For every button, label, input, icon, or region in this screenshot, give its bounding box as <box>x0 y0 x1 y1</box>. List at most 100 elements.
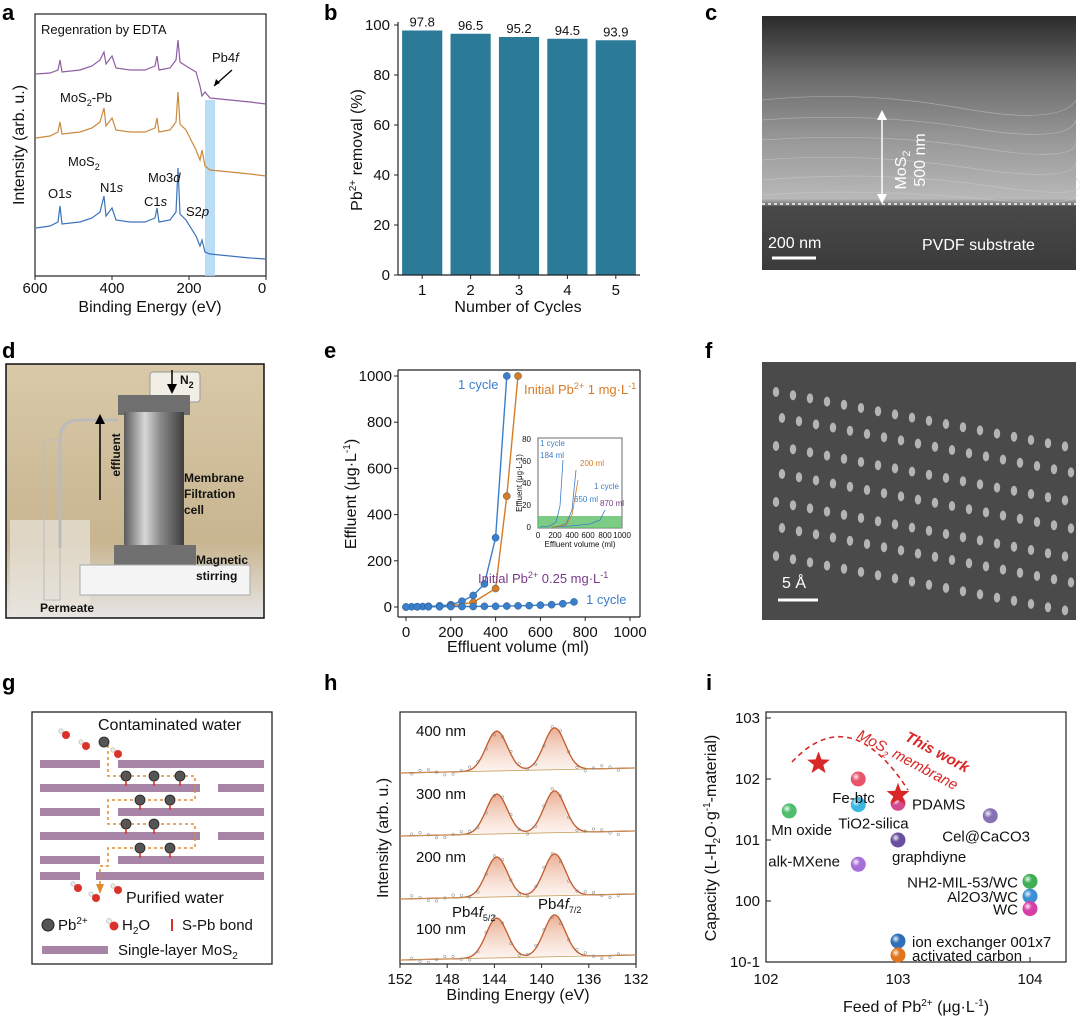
i-ylabel: Capacity (L-H2O·g-1-material) <box>702 735 723 942</box>
e-label-1cycle-top: 1 cycle <box>458 377 498 392</box>
tem-atom-5-6 <box>880 542 888 553</box>
tem-atom-6-17 <box>1061 605 1069 616</box>
h-data-0 <box>608 765 612 769</box>
tem-atom-3-9 <box>931 497 939 508</box>
h-data-3 <box>476 950 480 954</box>
tem-atom-4-7 <box>891 519 899 530</box>
h-data-2 <box>567 879 571 883</box>
panel-c: c MoS2 500 nm 200 nm PVDF substrate <box>705 0 1080 270</box>
panel-a: a Regenration by EDTA MoS2-Pb MoS2 O1s N… <box>2 0 267 316</box>
h-label-400: 400 nm <box>416 723 466 740</box>
bar-cycle-4 <box>547 38 588 275</box>
tem-atom-0-1 <box>789 390 797 401</box>
e-xtick-400: 400 <box>483 624 508 641</box>
panel-g: g Contaminated water Purified water <box>2 670 273 965</box>
tem-atom-5-7 <box>897 545 905 556</box>
tem-atom-2-0 <box>772 441 780 451</box>
inset-ann-5: 1 cycle <box>594 482 619 491</box>
h-data-2 <box>476 890 480 894</box>
i-points <box>781 751 1038 963</box>
e-point-0-8 <box>469 591 478 600</box>
tem-atom-4-16 <box>1044 548 1052 559</box>
h-data-1 <box>418 831 422 835</box>
tem-scale-label: 5 Å <box>782 573 806 592</box>
cell-label-2: Filtration <box>184 487 235 501</box>
s-pb-bonds <box>125 781 181 858</box>
tem-atom-5-14 <box>1016 567 1024 578</box>
i-point-shine-6 <box>850 856 866 872</box>
h-data-3 <box>575 947 579 951</box>
tem-atom-2-6 <box>874 460 882 471</box>
tem-atom-6-14 <box>1010 595 1018 606</box>
h-baseline-2 <box>399 893 637 900</box>
i-frame <box>765 711 1067 963</box>
tem-atom-2-14 <box>1010 485 1018 496</box>
tem-atom-3-1 <box>795 472 803 483</box>
h-peak-fill-0-0 <box>464 731 529 772</box>
tem-atom-6-13 <box>993 592 1001 603</box>
peak-label-s2p: S2p <box>186 204 209 219</box>
bar-series: 97.8 96.5 95.2 94.5 93.9 <box>402 15 636 275</box>
panel-a-frame <box>34 13 267 277</box>
i-xtick-0: 102 <box>753 971 778 988</box>
h-data-0 <box>550 725 554 729</box>
h-data-1 <box>410 832 414 836</box>
tem-atom-6-3 <box>823 560 831 571</box>
h-data-0 <box>476 760 480 764</box>
h-data-2 <box>410 894 414 898</box>
h-data-0 <box>492 733 496 737</box>
e-ytick-1000: 1000 <box>359 368 392 385</box>
i-point-shine-9 <box>1022 901 1038 917</box>
e-point-2-9 <box>502 602 511 610</box>
e-point-2-6 <box>469 602 478 611</box>
bar-value-label-2: 96.5 <box>458 18 483 33</box>
bar-value-label-1: 97.8 <box>410 15 435 30</box>
tem-atom-3-13 <box>999 510 1007 521</box>
filtration-cylinder <box>124 412 184 552</box>
e-point-2-14 <box>559 599 567 608</box>
a-xtick-600: 600 <box>22 280 47 297</box>
h-baseline-0 <box>399 767 637 774</box>
h-data-1 <box>484 811 488 815</box>
h-data-3 <box>459 957 463 961</box>
h-data-3 <box>509 942 513 946</box>
stir-label-2: stirring <box>196 569 237 583</box>
i-xtick-2: 104 <box>1017 971 1042 988</box>
i-point-label-10: ion exchanger 001x7 <box>912 934 1051 951</box>
e-point-1-2 <box>491 584 500 593</box>
inset-ann-6: 870 ml <box>600 499 624 508</box>
h-data-0 <box>517 762 521 766</box>
tem-atom-3-5 <box>863 485 871 495</box>
h-data-2 <box>468 895 472 899</box>
h-data-1 <box>435 836 439 840</box>
h-data-2 <box>542 865 546 870</box>
tem-atom-4-6 <box>874 516 882 527</box>
tem-atom-0-2 <box>806 393 814 404</box>
tem-atom-2-9 <box>925 469 933 480</box>
tem-atom-6-2 <box>806 557 814 568</box>
b-ytick-80: 80 <box>373 67 390 84</box>
e-point-2-1 <box>413 602 422 611</box>
tem-atom-5-8 <box>914 548 922 559</box>
tem-atom-3-4 <box>846 481 854 492</box>
inset-ann-1: 1 cycle <box>540 439 565 448</box>
h-data-0 <box>501 735 505 739</box>
tem-atom-5-5 <box>863 539 871 549</box>
tem-atom-5-2 <box>812 529 820 540</box>
h-data-3 <box>418 959 422 963</box>
legend-pb-label: Pb2+ <box>58 916 88 934</box>
e-xtick-1000: 1000 <box>613 624 646 641</box>
inset-ytick-40: 40 <box>522 479 531 488</box>
stir-label-1: Magnetic <box>196 553 248 567</box>
h-data-1 <box>575 828 579 832</box>
h-data-2 <box>517 893 521 897</box>
panel-label-f: f <box>705 338 713 363</box>
tem-atom-3-11 <box>965 504 973 515</box>
panel-label-c: c <box>705 0 717 25</box>
h-data-3 <box>534 943 538 948</box>
inset-xtick-600: 600 <box>581 531 595 540</box>
legend-h2o-marker <box>109 921 119 931</box>
h-xtick-148: 148 <box>435 971 460 988</box>
tem-atom-2-4 <box>840 453 848 464</box>
